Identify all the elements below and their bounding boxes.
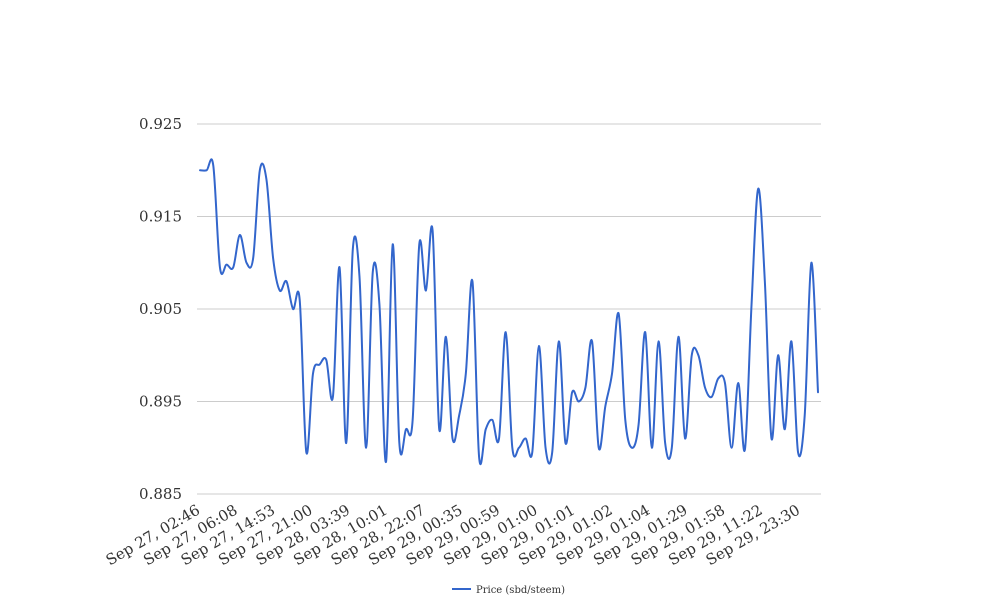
y-tick-label: 0.885	[139, 485, 182, 503]
y-tick-label: 0.895	[139, 393, 182, 411]
y-axis-tick-labels: 0.925 0.915 0.905 0.895 0.885	[139, 115, 182, 503]
legend: Price (sbd/steem)	[452, 585, 565, 596]
y-tick-label: 0.915	[139, 208, 182, 226]
y-tick-label: 0.925	[139, 115, 182, 133]
series-line-price	[199, 158, 819, 466]
y-tick-label: 0.905	[139, 300, 182, 318]
legend-label: Price (sbd/steem)	[476, 585, 565, 596]
gridlines	[197, 123, 821, 495]
